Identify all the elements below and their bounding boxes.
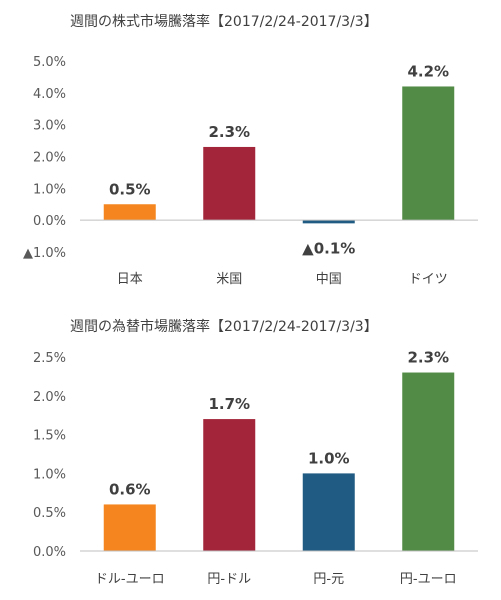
fx-y-tick-label: 1.0% <box>33 467 66 482</box>
stock-bars <box>103 86 455 224</box>
stock-y-tick-label: ▲1.0% <box>23 246 66 261</box>
fx-y-axis: 2.5% 2.0% 1.5% 1.0% 0.5% 0.0% <box>33 351 66 560</box>
fx-category-label: ドル-ユーロ <box>95 572 165 587</box>
stock-chart: 週間の株式市場騰落率【2017/2/24-2017/3/3】 5.0% 4.0% 3… <box>23 13 478 287</box>
fx-value-label: 2.3% <box>407 349 449 367</box>
stock-y-tick-label: 2.0% <box>33 151 66 166</box>
stock-value-label: ▲0.1% <box>302 239 355 257</box>
stock-category-label: ドイツ <box>409 272 448 287</box>
fx-value-label: 1.0% <box>308 449 350 467</box>
stock-bar <box>103 204 156 221</box>
stock-value-label: 4.2% <box>407 62 449 80</box>
stock-value-label: 0.5% <box>109 180 151 198</box>
fx-y-tick-label: 2.0% <box>33 390 66 405</box>
fx-category-label: 円-ドル <box>207 572 251 587</box>
fx-chart: 週間の為替市場騰落率【2017/2/24-2017/3/3】 2.5% 2.0% 1… <box>33 318 478 587</box>
stock-bar <box>402 86 455 221</box>
stock-x-axis: 日本 米国 中国 ドイツ <box>80 219 478 287</box>
fx-category-label: 円-元 <box>313 572 344 587</box>
stock-bar <box>302 220 355 224</box>
stock-category-label: 米国 <box>216 272 242 287</box>
fx-bars <box>103 372 455 551</box>
fx-y-tick-label: 2.5% <box>33 351 66 366</box>
stock-value-labels: 0.5% 2.3% ▲0.1% 4.2% <box>109 62 449 257</box>
stock-y-tick-label: 1.0% <box>33 182 66 197</box>
stock-y-tick-label: 3.0% <box>33 119 66 134</box>
fx-value-label: 1.7% <box>208 395 250 413</box>
fx-y-tick-label: 1.5% <box>33 429 66 444</box>
stock-chart-title: 週間の株式市場騰落率【2017/2/24-2017/3/3】 <box>70 13 378 30</box>
fx-value-label: 0.6% <box>109 480 151 498</box>
fx-value-labels: 0.6% 1.7% 1.0% 2.3% <box>109 349 449 499</box>
fx-x-axis: ドル-ユーロ 円-ドル 円-元 円-ユーロ <box>80 550 478 587</box>
fx-category-label: 円-ユーロ <box>400 572 457 587</box>
stock-value-label: 2.3% <box>208 123 250 141</box>
fx-y-tick-label: 0.0% <box>33 545 66 560</box>
stock-category-label: 日本 <box>117 272 143 287</box>
fx-y-tick-label: 0.5% <box>33 506 66 521</box>
fx-bar <box>103 504 156 551</box>
fx-bar <box>302 473 355 551</box>
stock-y-tick-label: 5.0% <box>33 55 66 70</box>
stock-y-axis: 5.0% 4.0% 3.0% 2.0% 1.0% 0.0% ▲1.0% <box>23 55 66 261</box>
stock-y-tick-label: 4.0% <box>33 87 66 102</box>
stock-category-label: 中国 <box>316 272 342 287</box>
stock-bar <box>203 146 256 221</box>
fx-chart-title: 週間の為替市場騰落率【2017/2/24-2017/3/3】 <box>70 318 378 335</box>
fx-bar <box>203 419 256 551</box>
stock-y-tick-label: 0.0% <box>33 214 66 229</box>
fx-bar <box>402 372 455 551</box>
